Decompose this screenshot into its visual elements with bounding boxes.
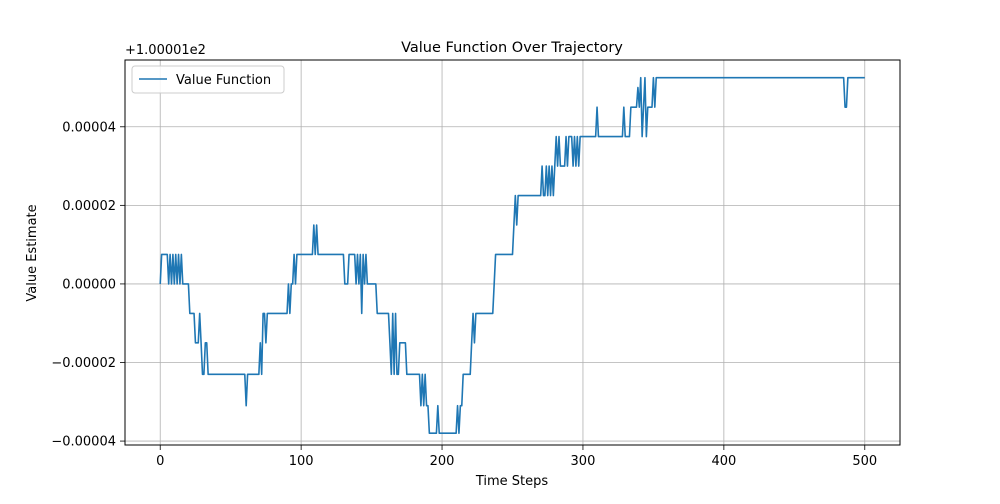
chart-title: Value Function Over Trajectory bbox=[401, 40, 623, 56]
y-tick-label: 0.00000 bbox=[62, 277, 116, 292]
y-tick-label: 0.00004 bbox=[62, 120, 116, 135]
y-tick-label: 0.00002 bbox=[62, 199, 116, 214]
x-tick-label: 500 bbox=[852, 454, 877, 469]
legend-label: Value Function bbox=[176, 73, 271, 88]
y-tick-label: −0.00002 bbox=[51, 356, 116, 371]
x-axis-label: Time Steps bbox=[475, 474, 549, 489]
series-layer bbox=[159, 76, 865, 435]
x-tick-label: 100 bbox=[289, 454, 314, 469]
legend-box bbox=[131, 65, 285, 94]
legend: Value Function bbox=[131, 65, 285, 94]
series-line-value-function bbox=[159, 76, 865, 435]
x-tick-label: 400 bbox=[711, 454, 736, 469]
x-ticks: 0 100 200 300 400 500 bbox=[156, 445, 877, 469]
y-axis-label: Value Estimate bbox=[25, 204, 40, 301]
x-tick-label: 300 bbox=[571, 454, 596, 469]
x-tick-label: 200 bbox=[430, 454, 455, 469]
y-ticks: −0.00004 −0.00002 0.00000 0.00002 0.00004 bbox=[51, 120, 125, 450]
plot-frame bbox=[124, 59, 901, 446]
y-offset-label: +1.00001e2 bbox=[125, 43, 206, 58]
gridlines bbox=[125, 60, 900, 445]
x-tick-label: 0 bbox=[156, 454, 164, 469]
y-tick-label: −0.00004 bbox=[51, 435, 116, 450]
